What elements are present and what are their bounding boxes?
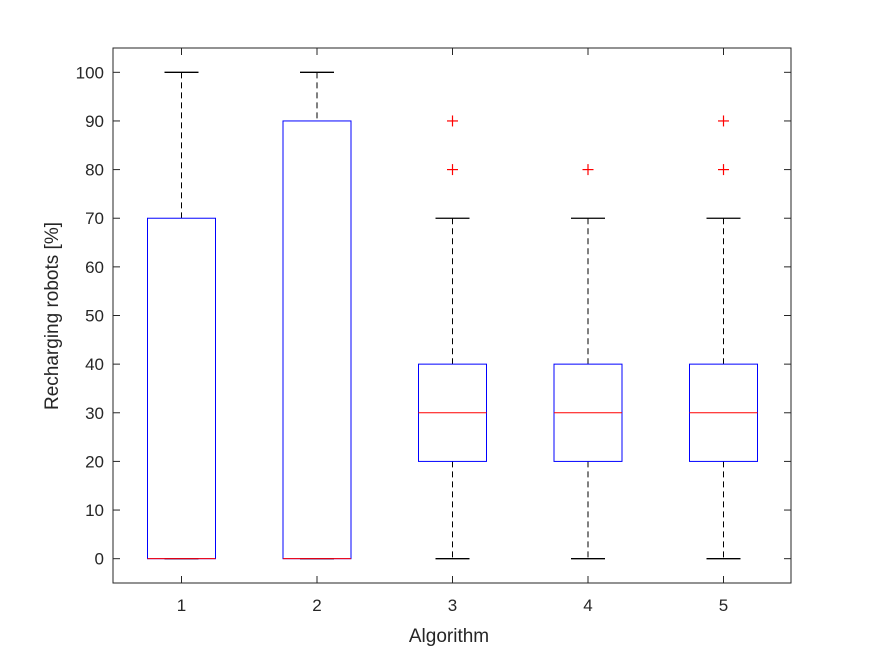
x-tick-label: 5 bbox=[719, 596, 728, 615]
y-tick-label: 20 bbox=[85, 452, 104, 471]
x-tick-label: 1 bbox=[177, 596, 186, 615]
y-tick-label: 30 bbox=[85, 404, 104, 423]
y-tick-label: 10 bbox=[85, 501, 104, 520]
y-tick-label: 100 bbox=[76, 63, 104, 82]
y-tick-label: 90 bbox=[85, 112, 104, 131]
y-axis-label: Recharging robots [%] bbox=[42, 222, 63, 410]
y-tick-label: 70 bbox=[85, 209, 104, 228]
y-tick-label: 40 bbox=[85, 355, 104, 374]
y-tick-label: 80 bbox=[85, 161, 104, 180]
y-tick-label: 60 bbox=[85, 258, 104, 277]
y-tick-label: 0 bbox=[95, 550, 104, 569]
x-tick-label: 2 bbox=[312, 596, 321, 615]
y-tick-label: 50 bbox=[85, 307, 104, 326]
x-tick-label: 3 bbox=[448, 596, 457, 615]
x-axis-label: Algorithm bbox=[409, 626, 489, 647]
x-tick-label: 4 bbox=[583, 596, 592, 615]
